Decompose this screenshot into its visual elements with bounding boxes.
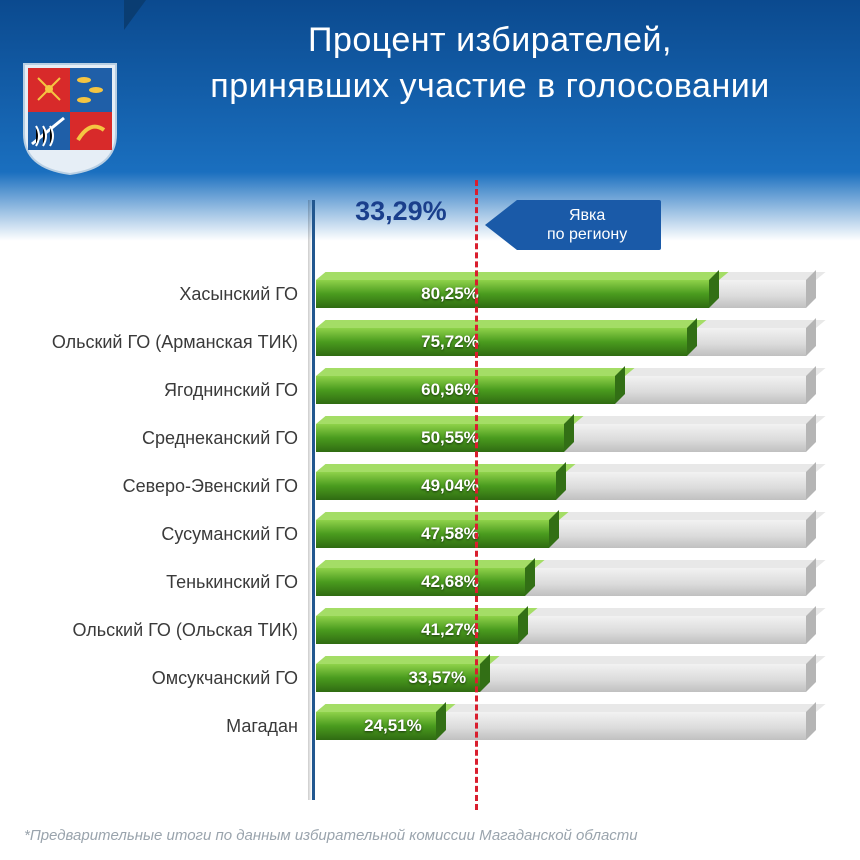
row-label: Среднеканский ГО bbox=[0, 416, 312, 460]
region-emblem bbox=[18, 60, 122, 178]
title-line-1: Процент избирателей, bbox=[150, 18, 830, 64]
footnote: *Предварительные итоги по данным избират… bbox=[24, 827, 638, 844]
bar-row: Сусуманский ГО 47,58% bbox=[0, 512, 830, 560]
bar-row: Ягоднинский ГО 60,96% bbox=[0, 368, 830, 416]
bar-row: Ольский ГО (Ольская ТИК) 41,27% bbox=[0, 608, 830, 656]
bar-track: 47,58% bbox=[316, 520, 806, 548]
bar-track: 33,57% bbox=[316, 664, 806, 692]
bar-fill bbox=[316, 280, 709, 308]
avg-value: 33,29% bbox=[355, 196, 447, 227]
bar-fill bbox=[316, 616, 518, 644]
badge-line-2: по региону bbox=[547, 225, 627, 244]
row-label: Хасынский ГО bbox=[0, 272, 312, 316]
bar-fill bbox=[316, 328, 687, 356]
bar-value: 80,25% bbox=[421, 280, 479, 308]
row-label: Омсукчанский ГО bbox=[0, 656, 312, 700]
row-label: Магадан bbox=[0, 704, 312, 748]
bar-row: Омсукчанский ГО 33,57% bbox=[0, 656, 830, 704]
row-label: Ягоднинский ГО bbox=[0, 368, 312, 412]
bar-track: 41,27% bbox=[316, 616, 806, 644]
turnout-chart: 33,29%Явкапо регионуХасынский ГО80,25%Ол… bbox=[0, 200, 830, 800]
bar-value: 47,58% bbox=[421, 520, 479, 548]
avg-dash-line bbox=[475, 180, 478, 810]
bar-value: 75,72% bbox=[421, 328, 479, 356]
row-label: Ольский ГО (Ольская ТИК) bbox=[0, 608, 312, 652]
bar-value: 50,55% bbox=[421, 424, 479, 452]
bar-row: Ольский ГО (Арманская ТИК) 75,72% bbox=[0, 320, 830, 368]
bar-track: 50,55% bbox=[316, 424, 806, 452]
title-line-2: принявших участие в голосовании bbox=[150, 64, 830, 110]
bar-track: 75,72% bbox=[316, 328, 806, 356]
row-label: Тенькинский ГО bbox=[0, 560, 312, 604]
bar-row: Хасынский ГО 80,25% bbox=[0, 272, 830, 320]
row-label: Сусуманский ГО bbox=[0, 512, 312, 556]
bar-value: 24,51% bbox=[364, 712, 422, 740]
bar-rows: Хасынский ГО 80,25% Ольский ГО (Арманская … bbox=[0, 272, 830, 752]
row-label: Северо-Эвенский ГО bbox=[0, 464, 312, 508]
header: Процент избирателей, принявших участие в… bbox=[150, 18, 830, 110]
bar-track: 24,51% bbox=[316, 712, 806, 740]
avg-badge: Явкапо региону bbox=[483, 196, 663, 254]
page-fold bbox=[124, 0, 146, 30]
row-label: Ольский ГО (Арманская ТИК) bbox=[0, 320, 312, 364]
bar-value: 60,96% bbox=[421, 376, 479, 404]
bar-track: 49,04% bbox=[316, 472, 806, 500]
axis-line bbox=[312, 200, 315, 800]
bar-row: Среднеканский ГО 50,55% bbox=[0, 416, 830, 464]
bar-value: 41,27% bbox=[421, 616, 479, 644]
bar-value: 49,04% bbox=[421, 472, 479, 500]
bar-row: Магадан 24,51% bbox=[0, 704, 830, 752]
bar-value: 33,57% bbox=[408, 664, 466, 692]
bar-row: Северо-Эвенский ГО 49,04% bbox=[0, 464, 830, 512]
bar-track: 42,68% bbox=[316, 568, 806, 596]
bar-track: 80,25% bbox=[316, 280, 806, 308]
bar-track: 60,96% bbox=[316, 376, 806, 404]
bar-value: 42,68% bbox=[421, 568, 479, 596]
bar-row: Тенькинский ГО 42,68% bbox=[0, 560, 830, 608]
badge-line-1: Явка bbox=[569, 206, 605, 225]
